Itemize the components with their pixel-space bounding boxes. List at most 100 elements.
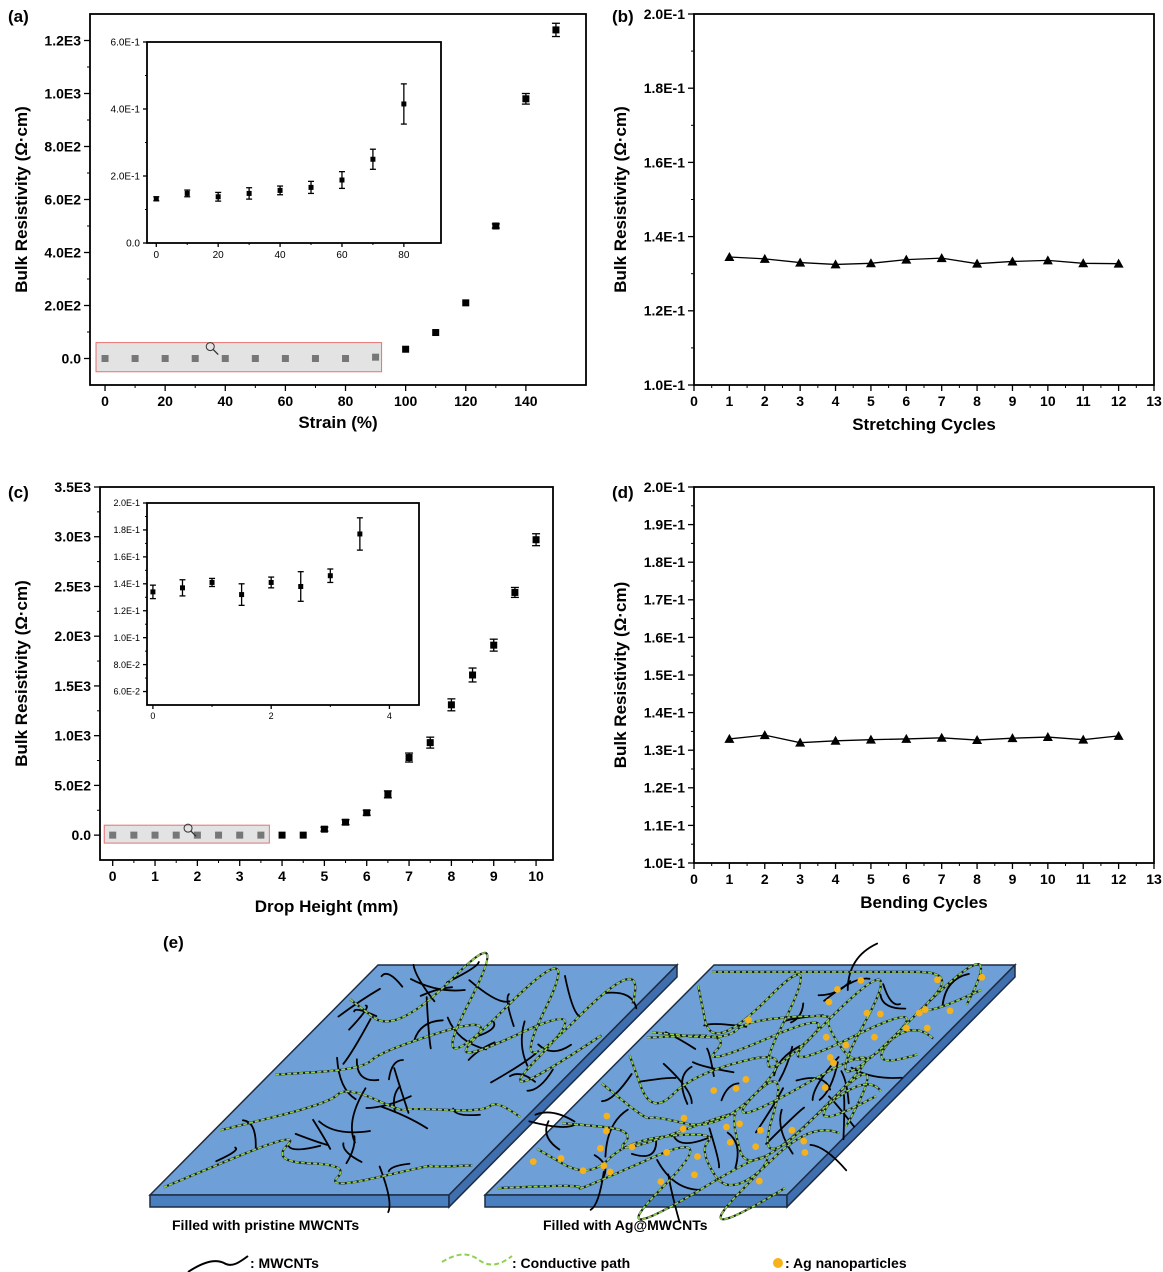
- panel-d-y-tick-label: 1.5E-1: [644, 667, 685, 683]
- panel-c-data-point: [469, 671, 477, 679]
- mwcnt-fiber: [534, 1111, 576, 1123]
- panel-d-data-point: [972, 735, 983, 745]
- panel-d-y-tick-label: 1.4E-1: [644, 705, 685, 721]
- ag-nanoparticle: [723, 1123, 730, 1131]
- panel-c-inset-data-point: [150, 589, 156, 595]
- mwcnt-fiber: [353, 1008, 378, 1018]
- panel-b-y-tick-label: 1.2E-1: [644, 303, 685, 319]
- mwcnt-fiber: [337, 987, 381, 1018]
- panel-b-data-point: [1078, 258, 1089, 268]
- mwcnt-fiber: [720, 1082, 740, 1102]
- panel-d-x-tick-label: 3: [796, 871, 804, 887]
- mwcnt-fiber: [638, 1076, 677, 1083]
- panel-d-data-point: [795, 737, 806, 747]
- conductive-path: [697, 963, 982, 1073]
- panel-c-y-tick-label: 0.0: [72, 827, 92, 843]
- conductive-path: [712, 971, 982, 1011]
- panel-c-inset-y-tick-label: 1.8E-1: [113, 525, 140, 535]
- panel-c-data-point: [278, 831, 286, 839]
- panel-c-inset-y-tick-label: 1.2E-1: [113, 606, 140, 616]
- ag-nanoparticle: [863, 1009, 871, 1017]
- panel-c-inset-y-tick-label: 2.0E-1: [113, 498, 140, 508]
- panel-c-x-tick-label: 9: [490, 868, 498, 884]
- panel-c-y-tick-label: 2.5E3: [54, 578, 91, 594]
- ag-nanoparticle: [726, 1138, 734, 1146]
- ag-nanoparticle: [857, 977, 865, 984]
- panel-d-x-tick-label: 12: [1111, 871, 1127, 887]
- mwcnt-fiber: [809, 1143, 848, 1172]
- ag-nanoparticle: [921, 1006, 929, 1014]
- ag-nanoparticle: [663, 1149, 671, 1156]
- mwcnt-fiber: [667, 1173, 681, 1223]
- panel-b-data-point: [724, 252, 735, 262]
- panel-d-x-tick-label: 10: [1040, 871, 1056, 887]
- ag-nanoparticle: [732, 1084, 740, 1092]
- panel-a-x-tick-label: 120: [454, 393, 478, 409]
- panel-d-x-tick-label: 11: [1076, 871, 1091, 887]
- panel-c-x-tick-label: 3: [236, 868, 244, 884]
- mwcnt-fiber: [882, 983, 901, 1006]
- panel-c-y-tick-label: 3.5E3: [54, 479, 91, 495]
- panel-d-y-tick-label: 1.8E-1: [644, 554, 685, 570]
- mwcnt-fiber: [241, 1119, 257, 1149]
- panel-c-data-point: [193, 831, 201, 839]
- ag-nanoparticle: [842, 1041, 850, 1049]
- panel-d-data-point: [936, 732, 947, 742]
- conductive-path: [219, 1090, 521, 1132]
- panel-d-y-tick-label: 2.0E-1: [644, 479, 685, 495]
- panel-c-inset-y-tick-label: 8.0E-2: [113, 660, 140, 670]
- panel-a-y-axis-label: Bulk Resistivity (Ω·cm): [12, 106, 31, 293]
- panel-b-x-tick-label: 3: [796, 393, 804, 409]
- ag-nanoparticle: [830, 1059, 837, 1067]
- panel-d-tag: (d): [612, 483, 634, 502]
- panel-b-plot-frame: [693, 13, 1155, 386]
- panel-b-data-point: [865, 258, 876, 268]
- mwcnt-fiber: [545, 1120, 561, 1151]
- mwcnt-fiber: [342, 1018, 372, 1065]
- ag-legend-label: : Ag nanoparticles: [785, 1255, 907, 1271]
- conductive-path: [652, 1015, 934, 1061]
- panel-c-magnifier-handle: [190, 830, 197, 837]
- panel-c-data-point: [363, 809, 371, 817]
- panel-a-data-point: [101, 355, 109, 362]
- panel-a-inset-data-point: [339, 177, 345, 183]
- panel-a-y-tick-label: 1.2E3: [44, 32, 81, 48]
- mwcnt-fiber: [419, 986, 453, 997]
- ag-nanoparticle: [691, 1171, 698, 1179]
- panel-b-data-point: [936, 253, 947, 263]
- panel-b-x-tick-label: 4: [832, 393, 840, 409]
- mwcnt-fiber: [215, 1146, 237, 1163]
- panel-a-inset-data-point: [401, 101, 407, 107]
- panel-c-highlight-box: [103, 824, 270, 844]
- ag-nanoparticle: [800, 1137, 808, 1145]
- mwcnt-fiber: [879, 993, 907, 1010]
- panel-a-data-point: [191, 355, 199, 362]
- ag-nanoparticle: [934, 976, 941, 984]
- mwcnt-fiber: [380, 972, 404, 988]
- panel-a-data-point: [251, 355, 259, 362]
- left-caption: Filled with pristine MWCNTs: [172, 1217, 359, 1233]
- ag-nanoparticle: [923, 1024, 931, 1032]
- mwcnt-fiber: [294, 1133, 329, 1146]
- mwcnt-fiber: [790, 1002, 805, 1024]
- mwcnt-fiber: [490, 1052, 537, 1084]
- mwcnt-fiber: [564, 975, 580, 1017]
- panel-d-data-point: [1007, 733, 1018, 743]
- panel-d-y-tick-label: 1.3E-1: [644, 742, 685, 758]
- mwcnt-fiber: [378, 1165, 391, 1214]
- panel-c-plot-frame: [99, 486, 554, 861]
- panel-d-data-point: [1042, 732, 1053, 742]
- ag-nanoparticle: [825, 998, 833, 1006]
- panel-c-inset-data-point: [209, 579, 215, 585]
- panel-c-data-point: [151, 831, 159, 839]
- panel-e-tag: (e): [163, 933, 184, 952]
- panel-c-data-point: [215, 831, 223, 839]
- panel-b-tag: (b): [612, 7, 634, 26]
- panel-a-inset-y-tick-label: 4.0E-1: [111, 105, 141, 116]
- mwcnt-fiber: [842, 1094, 846, 1141]
- panel-a-inset-data-point: [215, 194, 221, 200]
- panel-c-y-tick-label: 3.0E3: [54, 529, 91, 545]
- ag-nanoparticle: [742, 1076, 750, 1083]
- mwcnt-fiber: [778, 1045, 794, 1082]
- panel-a-data-point: [221, 355, 229, 362]
